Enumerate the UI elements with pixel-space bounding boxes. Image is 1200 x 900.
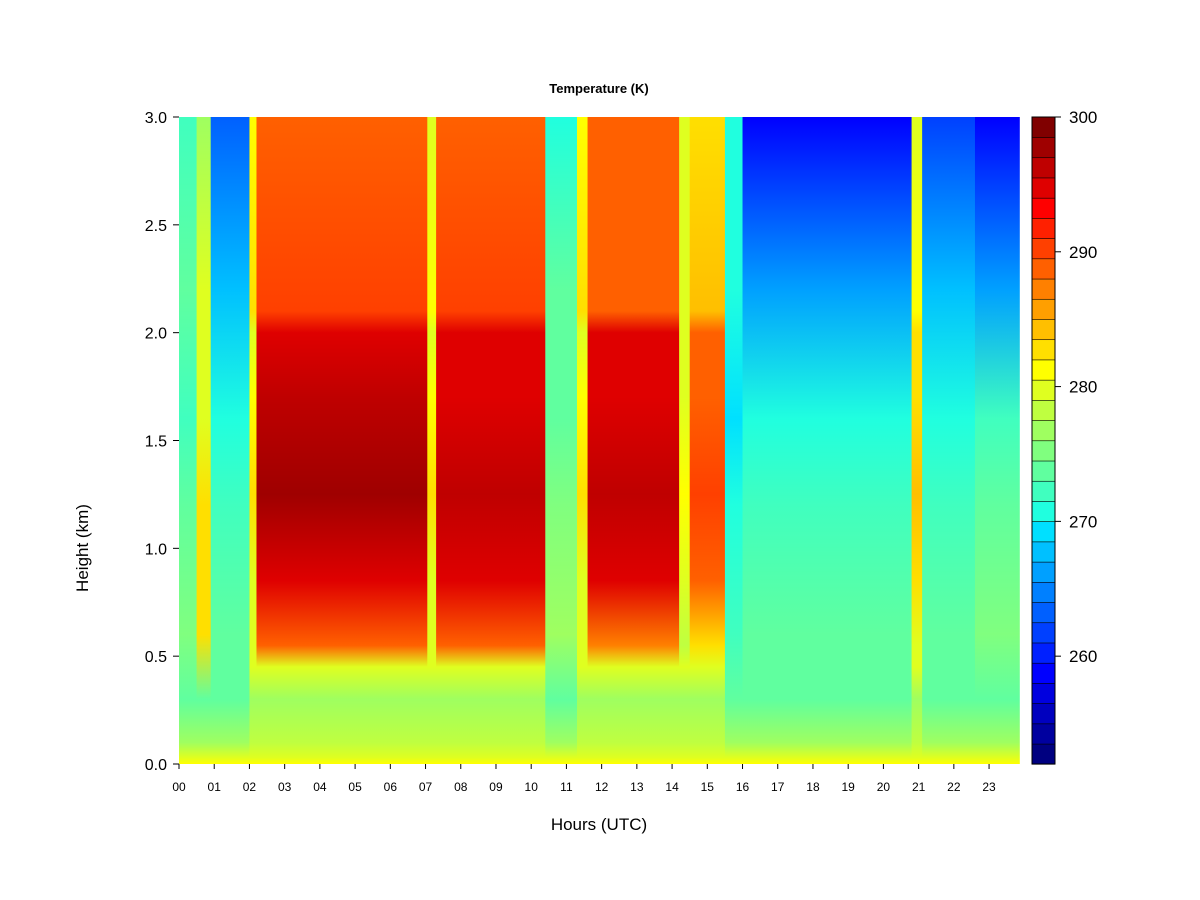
y-tick-label: 0.5 [145,649,167,666]
x-tick-label: 23 [982,780,996,794]
heatmap-column [587,117,680,764]
heatmap-column [196,117,212,764]
colorbar-swatch [1031,682,1056,704]
heatmap-column [724,117,744,764]
heatmap-column [179,117,198,764]
colorbar-swatch [1031,359,1056,381]
colorbar-swatch [1031,318,1056,341]
heatmap-column [427,117,437,764]
y-tick-label: 2.0 [145,326,167,343]
x-axis: 00 01 02 03 04 05 06 07 08 09 10 11 12 13 14 15 16 17 18 19… [172,764,996,794]
x-tick-label: 02 [243,780,257,794]
colorbar-swatch [1031,116,1056,138]
colorbar-swatch [1031,601,1056,624]
y-tick-label: 2.5 [145,218,167,235]
colorbar-swatch [1031,662,1056,684]
x-tick-label: 18 [806,780,820,794]
x-tick-label: 10 [525,780,539,794]
x-tick-label: 01 [208,780,222,794]
colorbar-swatch [1031,480,1056,502]
x-tick-label: 20 [877,780,891,794]
heatmap-plot [179,117,1020,764]
colorbar-tick-label: 300 [1069,108,1097,127]
colorbar-swatch [1031,197,1056,219]
colorbar-swatch [1031,723,1056,745]
x-tick-label: 09 [489,780,503,794]
heatmap-column [679,117,691,764]
colorbar-swatch [1031,298,1056,320]
colorbar-tick-label: 280 [1069,378,1097,397]
y-tick-label: 1.0 [145,541,167,558]
colorbar-swatch [1031,238,1056,260]
colorbar-tick-label: 270 [1069,512,1097,531]
colorbar-swatch [1031,177,1056,199]
x-tick-label: 05 [348,780,362,794]
colorbar-swatch [1031,136,1056,159]
colorbar-swatch [1031,642,1056,664]
x-tick-label: 06 [384,780,398,794]
colorbar-swatch [1031,399,1056,421]
heatmap-column [436,117,547,764]
colorbar-swatch [1031,278,1056,300]
colorbar-swatch [1031,258,1056,280]
x-tick-label: 17 [771,780,785,794]
x-tick-label: 12 [595,780,609,794]
colorbar-tick-label: 260 [1069,647,1097,666]
x-tick-label: 11 [560,780,573,794]
colorbar: 260 270 280 290 300 [1031,108,1097,765]
x-tick-label: 13 [630,780,644,794]
colorbar-swatch [1031,500,1056,522]
colorbar-swatch [1031,339,1056,361]
y-tick-label: 1.5 [145,434,167,451]
x-tick-label: 21 [912,780,926,794]
colorbar-swatch [1031,440,1056,462]
y-tick-label: 0.0 [145,757,167,774]
colorbar-swatch [1031,541,1056,563]
x-tick-label: 14 [665,780,679,794]
y-axis: 0.0 0.5 1.0 1.5 2.0 2.5 3.0 [145,110,179,774]
colorbar-swatch [1031,581,1056,603]
heatmap-column [545,117,578,764]
y-axis-label: Height (km) [73,504,92,592]
heatmap-column [742,117,913,764]
colorbar-swatch [1031,521,1056,543]
colorbar-tick-label: 290 [1069,243,1097,262]
x-tick-label: 04 [313,780,327,794]
colorbar-swatch [1031,460,1056,482]
x-tick-label: 16 [736,780,750,794]
x-tick-label: 00 [172,780,186,794]
colorbar-swatch [1031,419,1056,442]
heatmap-column [210,117,251,764]
colorbar-swatch [1031,157,1056,179]
x-tick-label: 03 [278,780,292,794]
heatmap-column [922,117,941,764]
colorbar-swatch [1031,561,1056,583]
heatmap-column [249,117,258,764]
x-tick-label: 15 [701,780,715,794]
colorbar-swatch [1031,379,1056,401]
colorbar-swatch [1031,217,1056,239]
colorbar-swatch [1031,703,1056,725]
heatmap-column [689,117,726,764]
heatmap-column [974,117,1020,764]
x-axis-label: Hours (UTC) [551,815,647,834]
x-tick-label: 08 [454,780,468,794]
colorbar-swatch [1031,622,1056,644]
heatmap-column [576,117,589,764]
colorbar-swatch [1031,743,1056,765]
chart-title: Temperature (K) [549,81,648,96]
heatmap-column [911,117,923,764]
heatmap-column [939,117,976,764]
x-tick-label: 07 [419,780,433,794]
y-tick-label: 3.0 [145,110,167,127]
heatmap-column [256,117,429,764]
x-tick-label: 22 [947,780,961,794]
x-tick-label: 19 [842,780,856,794]
